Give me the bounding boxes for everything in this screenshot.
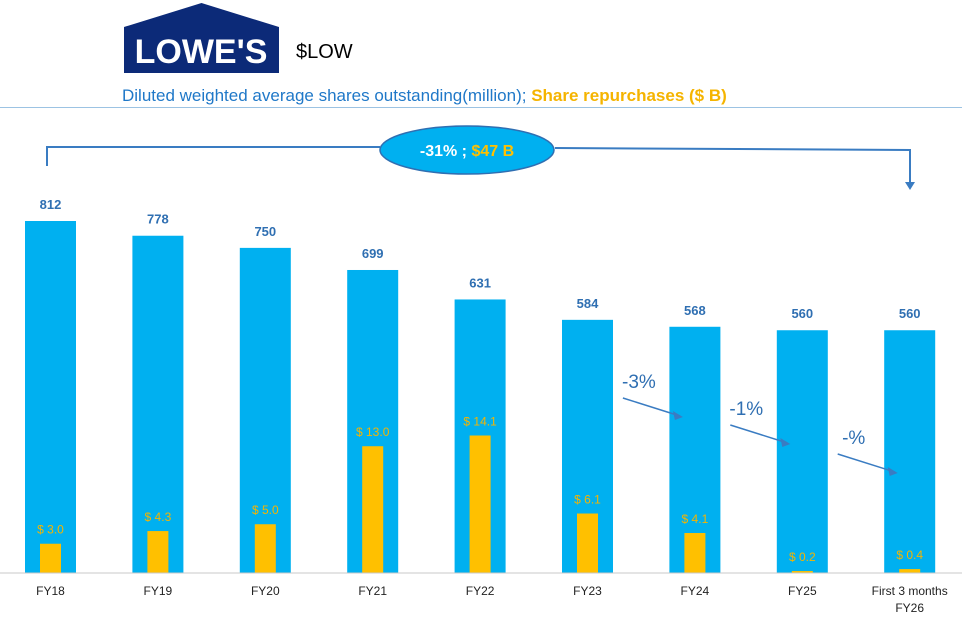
shares-value-label: 778 [147, 212, 169, 227]
logo-wordmark: LOWE'S [135, 33, 268, 71]
x-tick-label: FY26 [895, 601, 924, 615]
change-annotation-label: -% [842, 428, 865, 449]
shares-value-label: 560 [791, 306, 813, 321]
repurchase-value-label: $ 4.1 [682, 512, 709, 526]
shares-value-label: 750 [254, 224, 276, 239]
change-annotation-label: -1% [729, 399, 763, 420]
summary-bubble [379, 125, 555, 175]
shares-bar [884, 330, 936, 573]
change-arrow-line [622, 397, 681, 417]
change-arrowhead [672, 411, 683, 420]
shares-value-label: 584 [577, 296, 599, 311]
change-arrowhead [780, 438, 791, 447]
shares-value-label: 568 [684, 303, 706, 318]
x-tick-label: FY24 [681, 584, 710, 598]
shares-value-label: 812 [40, 197, 62, 212]
lowes-logo: LOWE'S [124, 3, 279, 73]
repurchase-bar [362, 446, 384, 573]
summary-text: -31% ; $47 B [420, 143, 514, 160]
x-tick-label: FY23 [573, 584, 602, 598]
ticker-symbol: $LOW [296, 41, 353, 63]
bracket-arrowhead [905, 182, 915, 190]
repurchase-value-label: $ 5.0 [252, 503, 279, 517]
x-tick-label: FY22 [466, 584, 495, 598]
shares-value-label: 560 [899, 306, 921, 321]
bracket-left-line [46, 146, 380, 166]
x-tick-label: First 3 months [872, 584, 948, 598]
x-tick-label: FY18 [36, 584, 65, 598]
change-arrowhead [887, 467, 898, 476]
x-tick-label: FY20 [251, 584, 280, 598]
repurchase-bar [40, 543, 61, 573]
shares-bar [132, 235, 184, 573]
repurchase-value-label: $ 6.1 [574, 493, 601, 507]
repurchase-value-label: $ 0.2 [789, 550, 816, 564]
repurchase-value-label: $ 3.0 [37, 523, 64, 537]
repurchase-value-label: $ 14.1 [463, 415, 497, 429]
repurchase-bar [791, 571, 813, 573]
repurchase-bar [254, 524, 276, 573]
shares-value-label: 699 [362, 246, 384, 261]
repurchase-bar [147, 531, 169, 573]
change-annotation-label: -3% [622, 372, 656, 393]
summary-bracket: -31% ; $47 B [46, 125, 915, 190]
header-divider [0, 107, 962, 108]
repurchase-bar [899, 569, 921, 573]
subtitle-repurchases: Share repurchases ($ B) [531, 86, 727, 105]
shares-value-label: 631 [469, 275, 491, 290]
repurchase-bar [684, 533, 706, 573]
x-tick-label: FY19 [144, 584, 173, 598]
shares-bar [776, 330, 828, 573]
change-arrow-line [837, 453, 895, 473]
subtitle-shares: Diluted weighted average shares outstand… [122, 86, 527, 105]
repurchase-bar [469, 435, 491, 573]
change-arrow-line [730, 424, 788, 444]
shares-bar [669, 326, 721, 573]
shares-bar [25, 221, 76, 573]
repurchase-value-label: $ 4.3 [145, 510, 172, 524]
chart-subtitle: Diluted weighted average shares outstand… [122, 86, 727, 106]
summary-pct: -31% ; [420, 143, 467, 160]
repurchase-value-label: $ 0.4 [896, 548, 923, 562]
repurchase-bar [577, 513, 598, 573]
bracket-right-line [554, 147, 911, 186]
x-tick-label: FY25 [788, 584, 817, 598]
shares-bar [239, 247, 291, 574]
repurchase-value-label: $ 13.0 [356, 425, 390, 439]
x-tick-label: FY21 [358, 584, 387, 598]
summary-amount: $47 B [471, 143, 514, 160]
